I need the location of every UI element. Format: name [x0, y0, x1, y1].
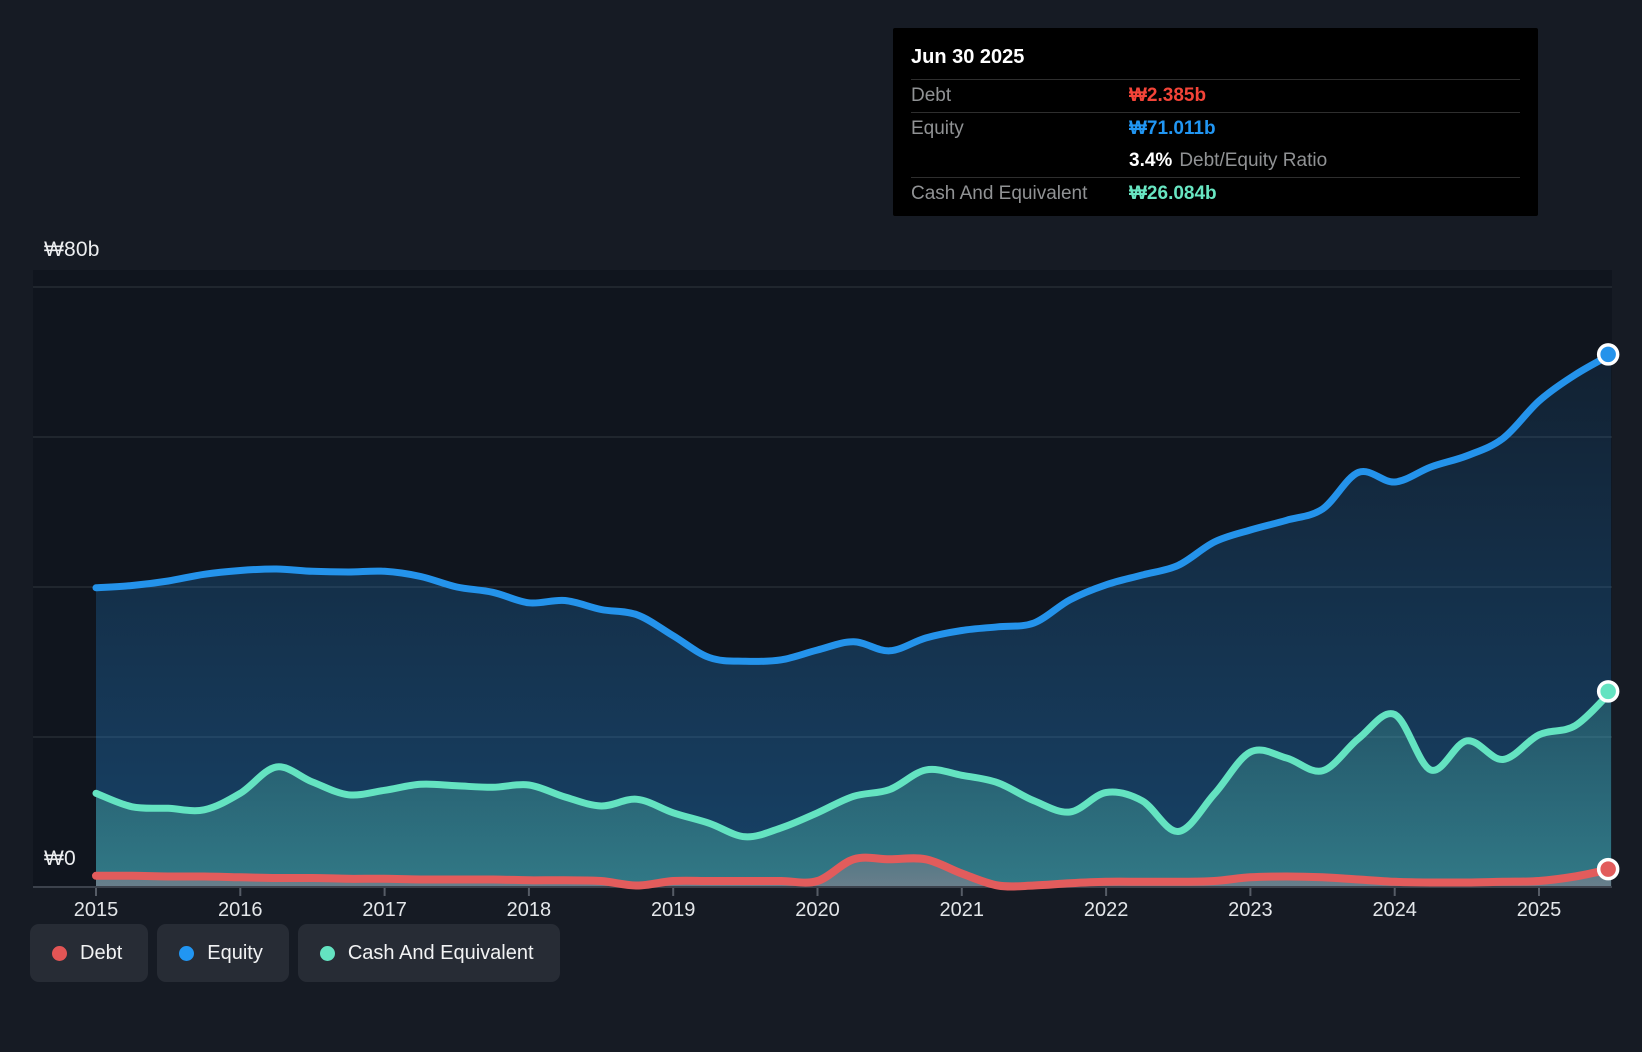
endpoint-debt[interactable]: [1596, 857, 1620, 881]
legend-debt-label: Debt: [80, 941, 123, 964]
tooltip-equity-value: ₩71.011b: [1129, 118, 1216, 139]
x-axis-label-2022: 2022: [1083, 899, 1129, 921]
y-axis-label-0: ₩0: [44, 847, 76, 870]
x-axis-label-2015: 2015: [73, 899, 119, 921]
tooltip-row-ratio: 3.4% Debt/Equity Ratio: [911, 145, 1520, 178]
line-equity[interactable]: [92, 350, 1615, 665]
tooltip-debt-value: ₩2.385b: [1129, 85, 1207, 106]
tooltip-equity-label: Equity: [911, 118, 964, 139]
y-axis-label-80b: ₩80b: [44, 238, 100, 261]
tooltip-row-debt: Debt ₩2.385b: [911, 80, 1520, 113]
legend-cash-label: Cash And Equivalent: [347, 941, 534, 964]
line-cash-and-equivalent[interactable]: [92, 687, 1615, 841]
x-axis-label-2020: 2020: [795, 899, 840, 921]
legend-item-equity[interactable]: Equity: [157, 924, 289, 982]
area-equity: [96, 354, 1612, 887]
legend-item-debt[interactable]: Debt: [30, 924, 149, 982]
area-cash-and-equivalent: [96, 691, 1612, 887]
tooltip-ratio-value: 3.4%: [1129, 150, 1173, 171]
cash-dot-icon: [319, 945, 335, 961]
x-axis-label-2025: 2025: [1516, 899, 1562, 921]
tooltip-date: Jun 30 2025: [911, 40, 1520, 80]
line-debt[interactable]: [92, 853, 1616, 891]
tooltip-row-cash: Cash And Equivalent ₩26.084b: [911, 178, 1520, 210]
endpoint-cash-and-equivalent[interactable]: [1596, 680, 1620, 703]
legend-equity-label: Equity: [207, 941, 263, 964]
tooltip-row-equity: Equity ₩71.011b: [911, 113, 1520, 145]
x-axis-label-2016: 2016: [218, 899, 263, 921]
equity-dot-icon: [179, 945, 195, 961]
chart-legend: Debt Equity Cash And Equivalent: [30, 924, 560, 982]
endpoint-equity[interactable]: [1596, 343, 1620, 366]
x-axis-label-2024: 2024: [1372, 899, 1417, 921]
x-axis-label-2018: 2018: [506, 899, 552, 921]
legend-item-cash[interactable]: Cash And Equivalent: [297, 924, 560, 982]
x-axis-label-2023: 2023: [1228, 899, 1273, 921]
tooltip-ratio-label: Debt/Equity Ratio: [1179, 150, 1328, 171]
tooltip-debt-label: Debt: [911, 85, 952, 106]
x-axis-label-2017: 2017: [362, 899, 407, 921]
x-axis-label-2021: 2021: [939, 899, 985, 921]
debt-dot-icon: [52, 945, 67, 961]
tooltip-cash-value: ₩26.084b: [1129, 183, 1217, 204]
x-axis-label-2019: 2019: [650, 899, 696, 921]
chart-tooltip: Jun 30 2025 Debt ₩2.385b Equity ₩71.011b…: [893, 28, 1538, 216]
tooltip-cash-label: Cash And Equivalent: [911, 183, 1088, 204]
